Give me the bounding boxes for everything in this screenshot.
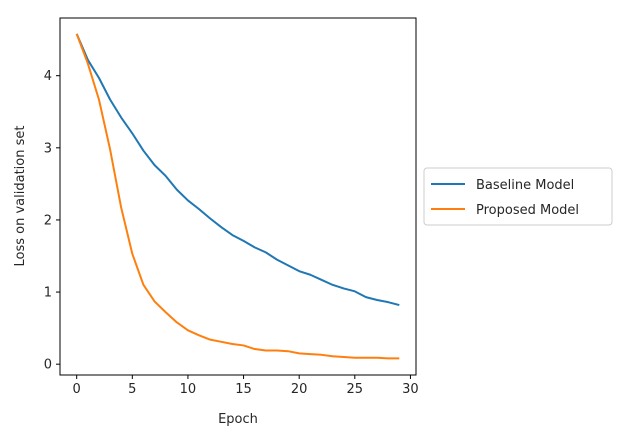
y-tick-label: 4 xyxy=(44,69,52,84)
y-axis-label: Loss on validation set xyxy=(13,126,28,267)
plot-area xyxy=(60,18,416,375)
x-tick-label: 20 xyxy=(291,382,308,397)
legend: Baseline Model Proposed Model xyxy=(423,167,613,226)
legend-label-proposed: Proposed Model xyxy=(476,203,579,218)
x-axis-label: Epoch xyxy=(218,412,258,427)
y-tick-label: 2 xyxy=(44,213,52,228)
x-axis-ticks: 0 5 10 15 20 25 30 xyxy=(73,375,419,397)
y-tick-label: 3 xyxy=(44,141,52,156)
x-tick-label: 30 xyxy=(402,382,419,397)
y-axis-ticks: 0 1 2 3 4 xyxy=(44,69,60,373)
series-line-proposed-model xyxy=(75,33,400,360)
legend-frame xyxy=(423,167,613,226)
y-tick-label: 1 xyxy=(44,286,52,301)
x-tick-label: 0 xyxy=(73,382,81,397)
plot-frame xyxy=(59,17,417,376)
x-tick-label: 15 xyxy=(235,382,252,397)
legend-label-baseline: Baseline Model xyxy=(476,178,574,193)
x-tick-label: 10 xyxy=(180,382,197,397)
series-line-baseline-model xyxy=(75,33,400,307)
series-lines xyxy=(75,33,400,360)
x-tick-label: 25 xyxy=(347,382,364,397)
x-tick-label: 5 xyxy=(128,382,136,397)
y-tick-label: 0 xyxy=(44,358,52,373)
